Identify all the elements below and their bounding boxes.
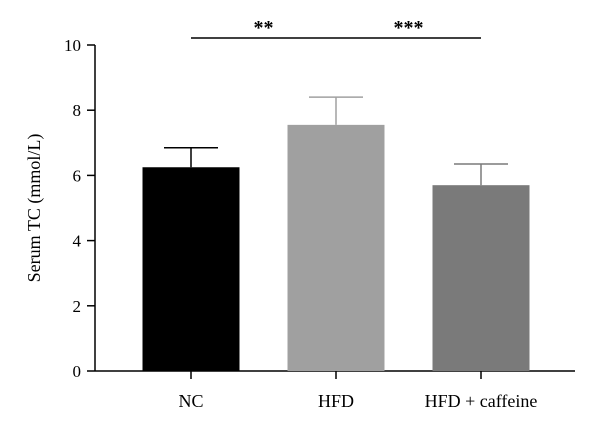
significance-label: *** xyxy=(394,17,424,39)
y-ticks: 0 2 4 6 8 10 xyxy=(64,36,95,381)
bar-hfd-caffeine xyxy=(432,185,530,371)
x-categories: NC HFD HFD + caffeine xyxy=(178,371,537,411)
significance-label: ** xyxy=(254,17,274,39)
x-category-label: HFD xyxy=(318,391,354,411)
bar-hfd xyxy=(287,124,385,372)
y-tick-label: 4 xyxy=(73,232,82,251)
y-axis-title: Serum TC (mmol/L) xyxy=(24,134,45,283)
y-tick-label: 8 xyxy=(73,101,82,120)
y-tick-label: 6 xyxy=(73,166,82,185)
bar-nc xyxy=(142,167,240,371)
y-tick-label: 0 xyxy=(73,362,82,381)
y-tick-label: 10 xyxy=(64,36,81,55)
x-category-label: NC xyxy=(178,391,203,411)
significance-brackets: ** *** xyxy=(191,17,481,39)
x-category-label: HFD + caffeine xyxy=(425,391,538,411)
bars xyxy=(142,124,530,372)
y-tick-label: 2 xyxy=(73,297,82,316)
error-bars xyxy=(164,96,508,186)
